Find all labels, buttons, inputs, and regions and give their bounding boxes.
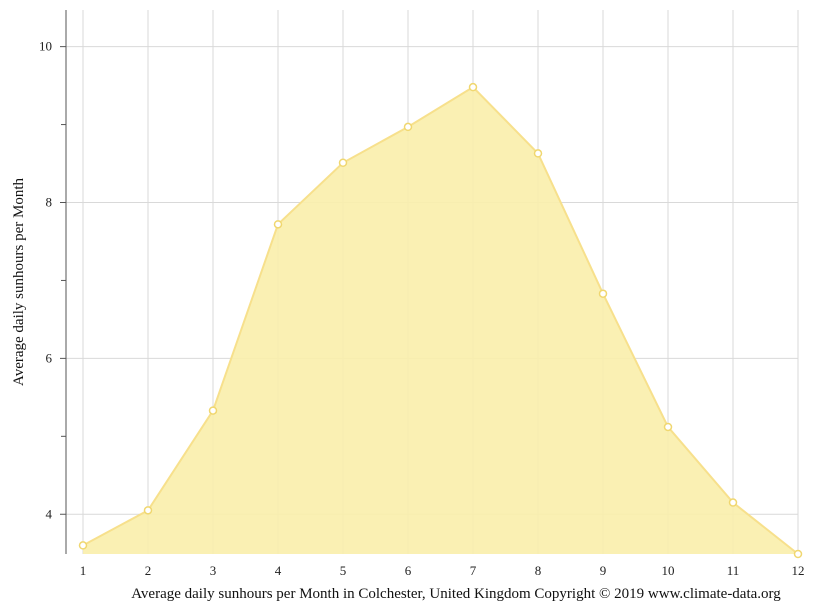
data-point-month-10 [663, 422, 673, 432]
axes [60, 10, 67, 554]
data-point-month-12 [793, 549, 803, 559]
data-point-month-11 [728, 498, 738, 507]
y-axis-title: Average daily sunhours per Month [11, 178, 27, 387]
x-tick-label-12: 12 [792, 563, 805, 578]
data-point-month-6 [403, 122, 413, 132]
area-series [82, 85, 799, 555]
data-markers [78, 82, 803, 559]
x-tick-label-4: 4 [275, 563, 282, 578]
series-line [82, 85, 799, 555]
data-point-month-2 [143, 506, 153, 515]
x-tick-label-1: 1 [80, 563, 87, 578]
x-tick-label-6: 6 [405, 563, 412, 578]
y-tick-label-10: 10 [39, 39, 52, 54]
y-tick-label-8: 8 [46, 195, 53, 210]
data-point-month-1 [78, 541, 88, 550]
data-point-month-4 [273, 220, 283, 229]
x-tick-label-3: 3 [210, 563, 217, 578]
y-tick-label-4: 4 [46, 506, 53, 521]
area-fill [83, 87, 798, 554]
chart-caption: Average daily sunhours per Month in Colc… [131, 586, 781, 602]
x-tick-label-9: 9 [600, 563, 607, 578]
x-tick-label-11: 11 [727, 563, 740, 578]
x-tick-label-2: 2 [145, 563, 152, 578]
data-point-month-9 [598, 289, 608, 298]
data-point-month-3 [208, 406, 218, 415]
data-point-month-7 [468, 82, 478, 92]
data-point-month-8 [533, 149, 543, 158]
x-tick-label-5: 5 [340, 563, 347, 578]
y-tick-label-6: 6 [46, 350, 53, 365]
x-tick-label-8: 8 [535, 563, 542, 578]
x-tick-label-10: 10 [662, 563, 675, 578]
data-point-month-5 [338, 158, 348, 168]
x-tick-label-7: 7 [470, 563, 477, 578]
